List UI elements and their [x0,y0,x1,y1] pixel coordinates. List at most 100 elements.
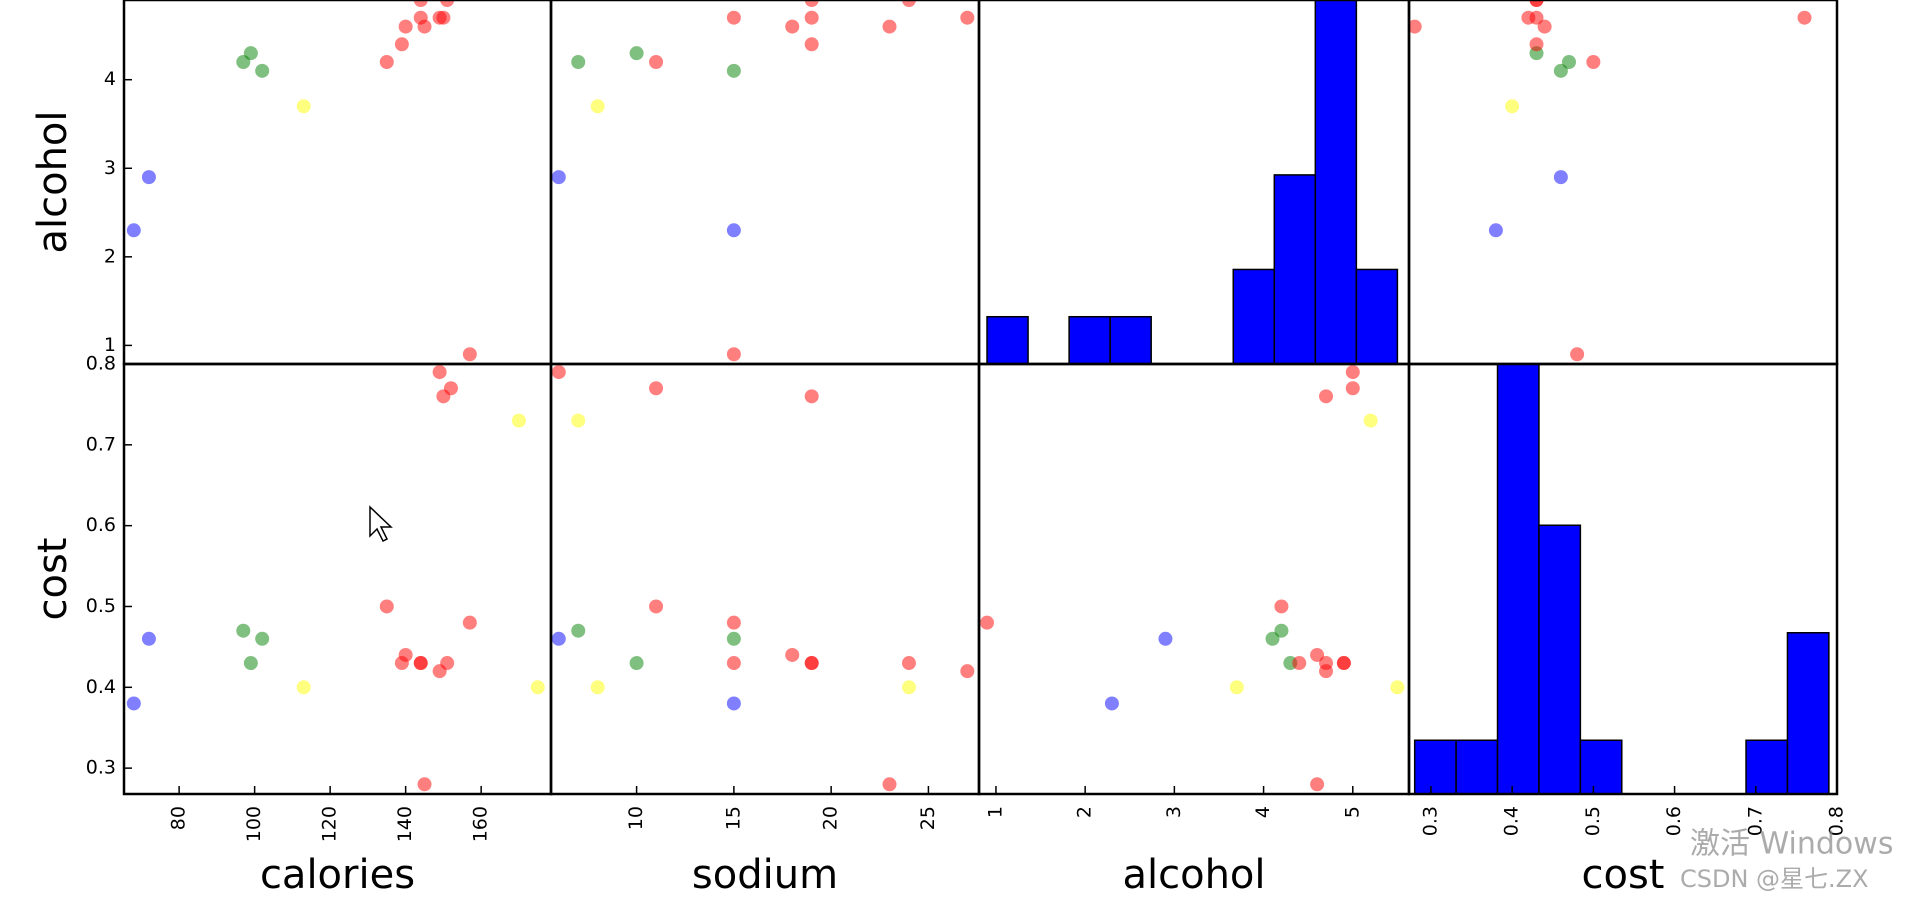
panel [126,0,477,362]
x-tick-label: 20 [820,806,842,830]
scatter-point [901,680,916,695]
column-label: sodium [692,852,838,898]
x-tick-label: 0.6 [1663,806,1685,836]
scatter-point [1390,680,1405,695]
scatter-point [141,631,156,646]
scatter-point [379,54,394,69]
scatter-point [649,381,664,396]
watermark: 激活 Windows [1690,827,1893,862]
scatter-point [804,389,819,404]
column-label: alcohol [1122,852,1265,898]
scatter-point [1570,347,1585,362]
scatter-point [804,10,819,25]
scatter-point [440,0,455,7]
scatter-point [960,664,975,679]
scatter-point [571,413,586,428]
scatter-point [726,223,741,238]
scatter-point [413,0,428,7]
scatter-point [551,631,566,646]
scatter-point [379,599,394,614]
scatter-point [571,623,586,638]
scatter-point [649,599,664,614]
scatter-point [1505,99,1520,114]
panel-frame [122,362,553,796]
y-tick-label: 0.8 [86,353,116,375]
scatter-point [1229,680,1244,695]
hist-bar [1273,174,1317,364]
scatter-point [629,46,644,61]
scatter-point [1537,19,1552,34]
scatter-point [255,631,270,646]
scatter-point [1292,656,1307,671]
hist-bar [1745,739,1789,794]
scatter-point [141,170,156,185]
x-tick-label: 0.4 [1501,806,1523,836]
panel [551,0,975,362]
scatter-point [126,223,141,238]
scatter-point [1488,223,1503,238]
scatter-point [901,0,916,7]
scatter-point [1586,54,1601,69]
scatter-point [1797,10,1812,25]
scatter-point [726,63,741,78]
panel [986,0,1399,364]
panel-frame [122,0,553,366]
x-tick-label: 10 [625,806,647,830]
x-tick-label: 100 [243,806,265,842]
scatter-point [551,170,566,185]
scatter-point [462,615,477,630]
scatter-point [1319,389,1334,404]
hist-bar [1355,268,1399,364]
hist-bar [1068,315,1111,364]
row-label: cost [30,538,76,621]
scatter-point [726,615,741,630]
scatter-point [1319,664,1334,679]
scatter-point [726,10,741,25]
scatter-point [590,99,605,114]
scatter-point [882,777,897,792]
scatter-point [960,10,975,25]
scatter-point [126,696,141,711]
x-tick-label: 1 [984,806,1006,818]
x-tick-label: 25 [917,806,939,830]
scatter-point [1104,696,1119,711]
scatter-point [1336,656,1351,671]
y-tick-label: 3 [104,157,116,179]
panel-frame [977,362,1411,796]
y-tick-label: 1 [104,334,116,356]
x-tick-label: 140 [394,806,416,842]
scatter-point [1310,777,1325,792]
scatter-point [432,365,447,380]
y-tick-label: 2 [104,245,116,267]
y-tick-label: 0.7 [86,433,116,455]
scatter-point [1310,647,1325,662]
scatter-point [590,680,605,695]
x-tick-label: 2 [1074,806,1096,818]
scatter-point [726,696,741,711]
scatter-point [649,54,664,69]
x-tick-label: 0.7 [1744,806,1766,836]
panel [1413,364,1830,794]
x-tick-label: 160 [470,806,492,842]
scatter-point [417,19,432,34]
scatter-point [1521,10,1536,25]
scatter-point [1553,63,1568,78]
scatter-point [804,37,819,52]
x-tick-label: 5 [1341,806,1363,818]
x-tick-label: 3 [1163,806,1185,818]
scatter-point [571,54,586,69]
column-label: calories [260,852,415,898]
scatter-point [394,656,409,671]
scatter-point [980,615,995,630]
scatter-point [726,347,741,362]
mouse-cursor [369,505,393,543]
scatter-point [432,664,447,679]
hist-bar [1579,739,1623,794]
x-tick-label: 80 [168,806,190,830]
scatter-point [417,777,432,792]
scatter-point [1158,631,1173,646]
scatter-point [1274,623,1289,638]
panel [126,365,545,792]
hist-bar [1496,364,1540,794]
scatter-point [901,656,916,671]
